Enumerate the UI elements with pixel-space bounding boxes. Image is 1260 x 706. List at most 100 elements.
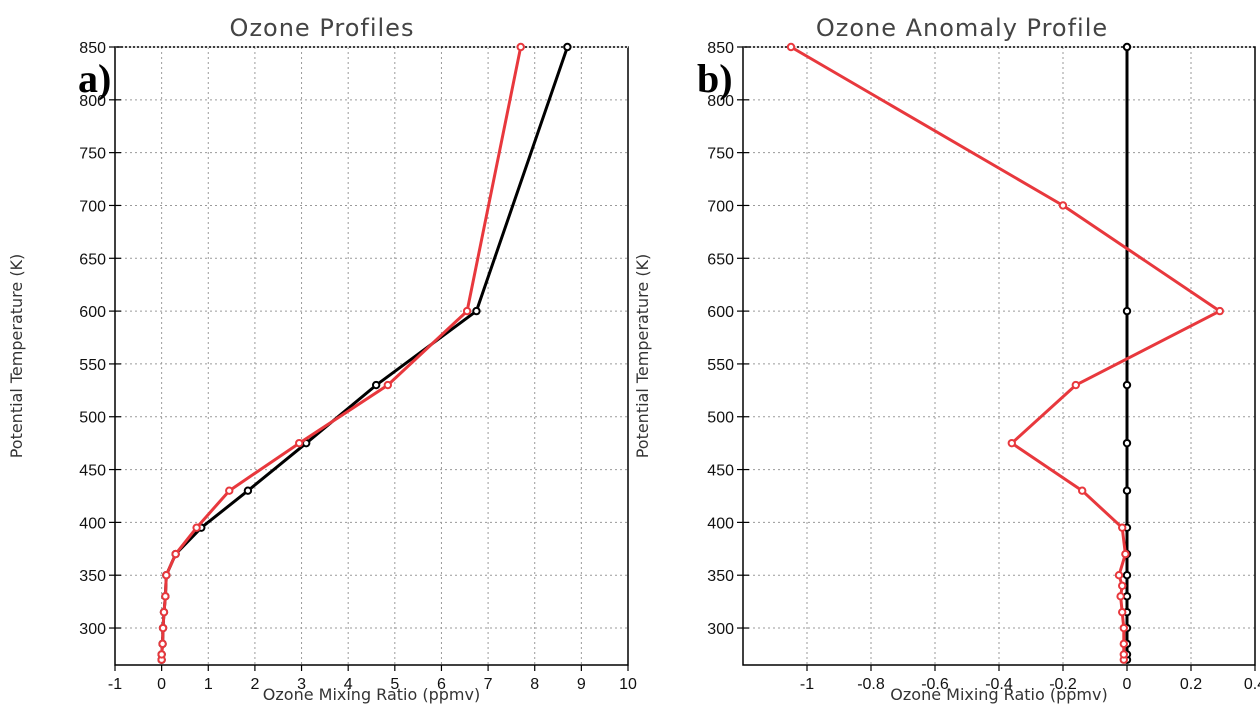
y-tick-label: 350	[707, 568, 734, 585]
data-point	[1122, 42, 1132, 52]
panel-a: Ozone Profiles30035040045050055060065070…	[7, 14, 637, 704]
data-point	[462, 306, 472, 316]
y-tick-label: 800	[79, 93, 106, 110]
y-tick-label: 500	[79, 410, 106, 427]
y-tick-label: 450	[707, 463, 734, 480]
y-tick-label: 300	[707, 621, 734, 638]
x-tick-label: 1	[204, 676, 213, 693]
data-point	[1078, 486, 1087, 495]
data-point	[1122, 306, 1132, 316]
x-tick-label: -0.4	[985, 676, 1013, 693]
panel-b: Ozone Anomaly Profile 300 350 400 450 500 550 6…	[633, 14, 1260, 704]
data-point	[371, 380, 381, 390]
y-tick-label: 300	[79, 621, 106, 638]
data-point	[516, 42, 525, 52]
y-axis-label: Potential Temperature (K)	[7, 254, 26, 459]
y-tick-label: 400	[79, 515, 106, 532]
x-tick-label: 3	[297, 676, 306, 693]
y-tick-label: 600	[79, 304, 106, 321]
y-tick-label: 750	[707, 146, 734, 163]
x-tick-label: 10	[619, 676, 637, 693]
y-tick-label: 700	[79, 198, 106, 215]
series-line	[790, 45, 1222, 660]
x-tick-label: 9	[577, 676, 586, 693]
series-line	[160, 46, 569, 660]
y-tick-label: 350	[79, 568, 106, 585]
data-point	[472, 306, 481, 316]
x-tick-label: -1	[800, 676, 814, 693]
y-tick-label: 400	[707, 515, 734, 532]
series-group	[786, 42, 1225, 664]
data-point	[1007, 438, 1016, 448]
data-point	[1118, 523, 1127, 532]
data-point	[383, 380, 393, 390]
y-tick-label: 450	[79, 463, 106, 480]
y-tick-label: 500	[707, 410, 734, 427]
x-tick-label: 8	[530, 676, 539, 693]
series-group	[157, 42, 572, 664]
data-point	[1122, 380, 1132, 390]
plot-frame	[114, 46, 629, 666]
y-tick-label: 600	[707, 304, 734, 321]
x-tick-label: 0	[157, 676, 166, 693]
data-point	[1122, 486, 1132, 495]
x-tick-label: 0.4	[1244, 676, 1260, 693]
data-point	[1116, 592, 1125, 601]
x-tick-label: 7	[484, 676, 493, 693]
x-tick-label: -0.6	[921, 676, 949, 693]
x-tick-label: 0.2	[1180, 676, 1202, 693]
series-group	[157, 42, 525, 664]
y-tick-label: 650	[707, 251, 734, 268]
x-axis-label: Ozone Mixing Ratio (ppmv)	[890, 685, 1107, 704]
y-tick-label: 550	[79, 357, 106, 374]
y-tick-label: 850	[79, 40, 106, 57]
y-tick-label: 850	[707, 40, 734, 57]
x-tick-label: 4	[344, 676, 353, 693]
x-tick-label: -0.8	[857, 676, 885, 693]
data-point	[1058, 201, 1068, 210]
data-point	[1215, 306, 1225, 316]
data-point	[158, 623, 168, 633]
panel-label: a)	[78, 56, 111, 101]
data-point	[243, 486, 253, 495]
x-tick-label: 2	[250, 676, 259, 693]
series-group	[1122, 42, 1132, 664]
data-point	[1071, 380, 1081, 390]
data-point	[1118, 607, 1127, 617]
x-tick-label: -1	[108, 676, 122, 693]
y-tick-label: 750	[79, 146, 106, 163]
chart-title: Ozone Profiles	[230, 14, 415, 42]
data-point	[225, 486, 234, 495]
y-tick-label: 650	[79, 251, 106, 268]
y-tick-label: 700	[707, 198, 734, 215]
panel-label: b)	[697, 56, 733, 101]
data-point	[1114, 571, 1124, 580]
data-point	[162, 571, 171, 580]
data-point	[1122, 571, 1132, 580]
data-point	[1119, 623, 1129, 633]
data-point	[1119, 639, 1129, 649]
y-tick-label: 800	[707, 93, 734, 110]
data-point	[159, 607, 169, 617]
data-point	[1118, 581, 1127, 590]
data-point	[1121, 549, 1130, 559]
data-point	[192, 523, 201, 532]
x-axis-label: Ozone Mixing Ratio (ppmv)	[263, 685, 480, 704]
x-tick-label: 6	[437, 676, 446, 693]
data-point	[786, 42, 796, 52]
data-point	[161, 592, 170, 601]
data-point	[563, 42, 572, 52]
chart-title: Ozone Anomaly Profile	[816, 14, 1108, 42]
x-tick-label: -0.2	[1049, 676, 1077, 693]
y-tick-label: 550	[707, 357, 734, 374]
data-point	[171, 549, 180, 559]
data-point	[295, 438, 304, 448]
x-tick-label: 5	[390, 676, 399, 693]
data-point	[157, 650, 166, 659]
y-axis-label: Potential Temperature (K)	[633, 254, 652, 459]
series-line	[160, 46, 523, 660]
data-point	[1122, 438, 1132, 448]
data-point	[158, 639, 167, 649]
data-point	[1119, 650, 1129, 659]
